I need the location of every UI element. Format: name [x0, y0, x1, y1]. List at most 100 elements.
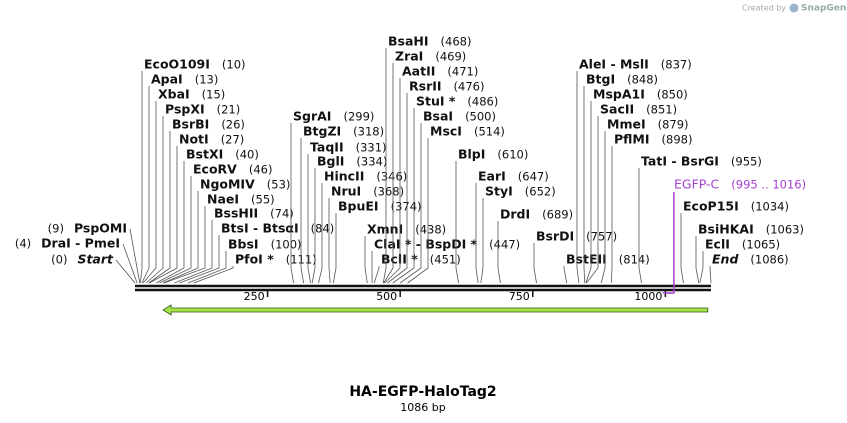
- leader-line: [164, 206, 206, 284]
- leader-line: [699, 251, 704, 284]
- leader-line: [533, 243, 537, 284]
- leader-line: [174, 220, 213, 284]
- leader-line: [680, 213, 684, 284]
- site-position: (898): [662, 133, 693, 147]
- site-name: SgrAI: [293, 109, 331, 124]
- watermark-brand: SnapGene: [801, 4, 847, 14]
- site-name: PflMI: [614, 132, 650, 147]
- site-name: BssHII: [214, 206, 258, 221]
- site-position: (476): [454, 80, 485, 94]
- site-position: (26): [221, 118, 245, 132]
- site-name: DrdI: [500, 207, 530, 222]
- site-name: XbaI: [158, 87, 190, 102]
- site-name: EcoRV: [193, 162, 237, 177]
- site-name: HincII: [324, 169, 364, 184]
- site-position: (27): [221, 133, 245, 147]
- leader-line: [563, 266, 568, 284]
- site-name: NruI: [331, 184, 361, 199]
- site-position: (46): [249, 163, 273, 177]
- site-name: TaqII: [310, 140, 344, 155]
- leader-line: [129, 228, 141, 284]
- leader-line: [193, 266, 234, 284]
- site-position: (346): [376, 170, 407, 184]
- leader-line: [145, 116, 164, 284]
- leader-line: [586, 116, 599, 284]
- site-position: (1086): [750, 253, 788, 267]
- site-position: (647): [518, 170, 549, 184]
- site-name: AleI - MslI: [579, 57, 649, 72]
- leader-line: [709, 266, 712, 284]
- feature-name: EGFP-C: [674, 177, 720, 192]
- site-position: (368): [373, 185, 404, 199]
- leader-line: [455, 161, 459, 284]
- leader-line: [148, 131, 171, 284]
- site-name: EcoO109I: [144, 57, 210, 72]
- site-name: EclI: [705, 237, 730, 252]
- logo: [789, 3, 799, 13]
- site-name: BsaHI: [388, 34, 429, 49]
- leader-line: [638, 168, 642, 284]
- site-position: (689): [542, 208, 573, 222]
- feature-bracket: [662, 192, 675, 294]
- leader-line: [187, 251, 227, 284]
- leader-line: [290, 123, 294, 284]
- site-position: (848): [627, 73, 658, 87]
- site-position: (447): [489, 238, 520, 252]
- site-name: PspOMI: [74, 221, 127, 236]
- site-name: BstXI: [186, 147, 223, 162]
- site-name: XmnI: [367, 222, 403, 237]
- site-position: (334): [356, 155, 387, 169]
- ruler-label: 1000: [634, 290, 662, 303]
- leader-line: [300, 138, 305, 284]
- site-name: TatI - BsrGI: [641, 154, 719, 169]
- site-position: (55): [251, 193, 275, 207]
- site-name: End: [712, 252, 739, 267]
- site-position: (814): [619, 253, 650, 267]
- site-position: (74): [270, 207, 294, 221]
- site-position: (100): [271, 238, 302, 252]
- site-position: (471): [447, 65, 478, 79]
- site-position: (837): [661, 58, 692, 72]
- site-name: BpuEI: [338, 199, 379, 214]
- leader-line: [162, 191, 199, 284]
- site-name: BtsI - BtsαI: [221, 221, 299, 236]
- leader-line: [311, 168, 316, 284]
- leader-line: [328, 198, 331, 284]
- site-position: (374): [391, 200, 422, 214]
- site-name: BtgZI: [303, 124, 341, 139]
- site-name: BbsI: [228, 237, 259, 252]
- site-name: ClaI * - BspDI *: [374, 237, 478, 252]
- site-position: (21): [217, 103, 241, 117]
- site-name: MspA1I: [593, 87, 645, 102]
- site-name: Start: [77, 252, 114, 267]
- site-name: BtgI: [586, 72, 615, 87]
- site-position: (652): [525, 185, 556, 199]
- site-name: BglI: [317, 154, 344, 169]
- leader-line: [332, 213, 337, 284]
- site-name: StuI *: [416, 94, 456, 109]
- leader-line: [318, 183, 323, 284]
- site-position: (500): [465, 110, 496, 124]
- leader-line: [149, 146, 178, 284]
- site-position: (469): [435, 50, 466, 64]
- site-name: BsaI: [423, 109, 453, 124]
- site-position: (879): [658, 118, 689, 132]
- site-position: (850): [657, 88, 688, 102]
- site-name: SacII: [600, 102, 634, 117]
- site-position: (851): [646, 103, 677, 117]
- leader-line: [156, 161, 185, 284]
- site-name: StyI: [485, 184, 513, 199]
- site-position: (9): [48, 222, 64, 236]
- site-name: NotI: [179, 132, 209, 147]
- site-name: RsrII: [409, 79, 442, 94]
- leader-line: [139, 71, 143, 284]
- site-name: BlpI: [458, 147, 485, 162]
- site-position: (1063): [766, 223, 804, 237]
- site-position: (1034): [751, 200, 789, 214]
- site-name: EcoP15I: [683, 199, 739, 214]
- leader-line: [384, 78, 401, 284]
- site-position: (468): [441, 35, 472, 49]
- site-position: (299): [343, 110, 374, 124]
- leader-line: [364, 236, 368, 284]
